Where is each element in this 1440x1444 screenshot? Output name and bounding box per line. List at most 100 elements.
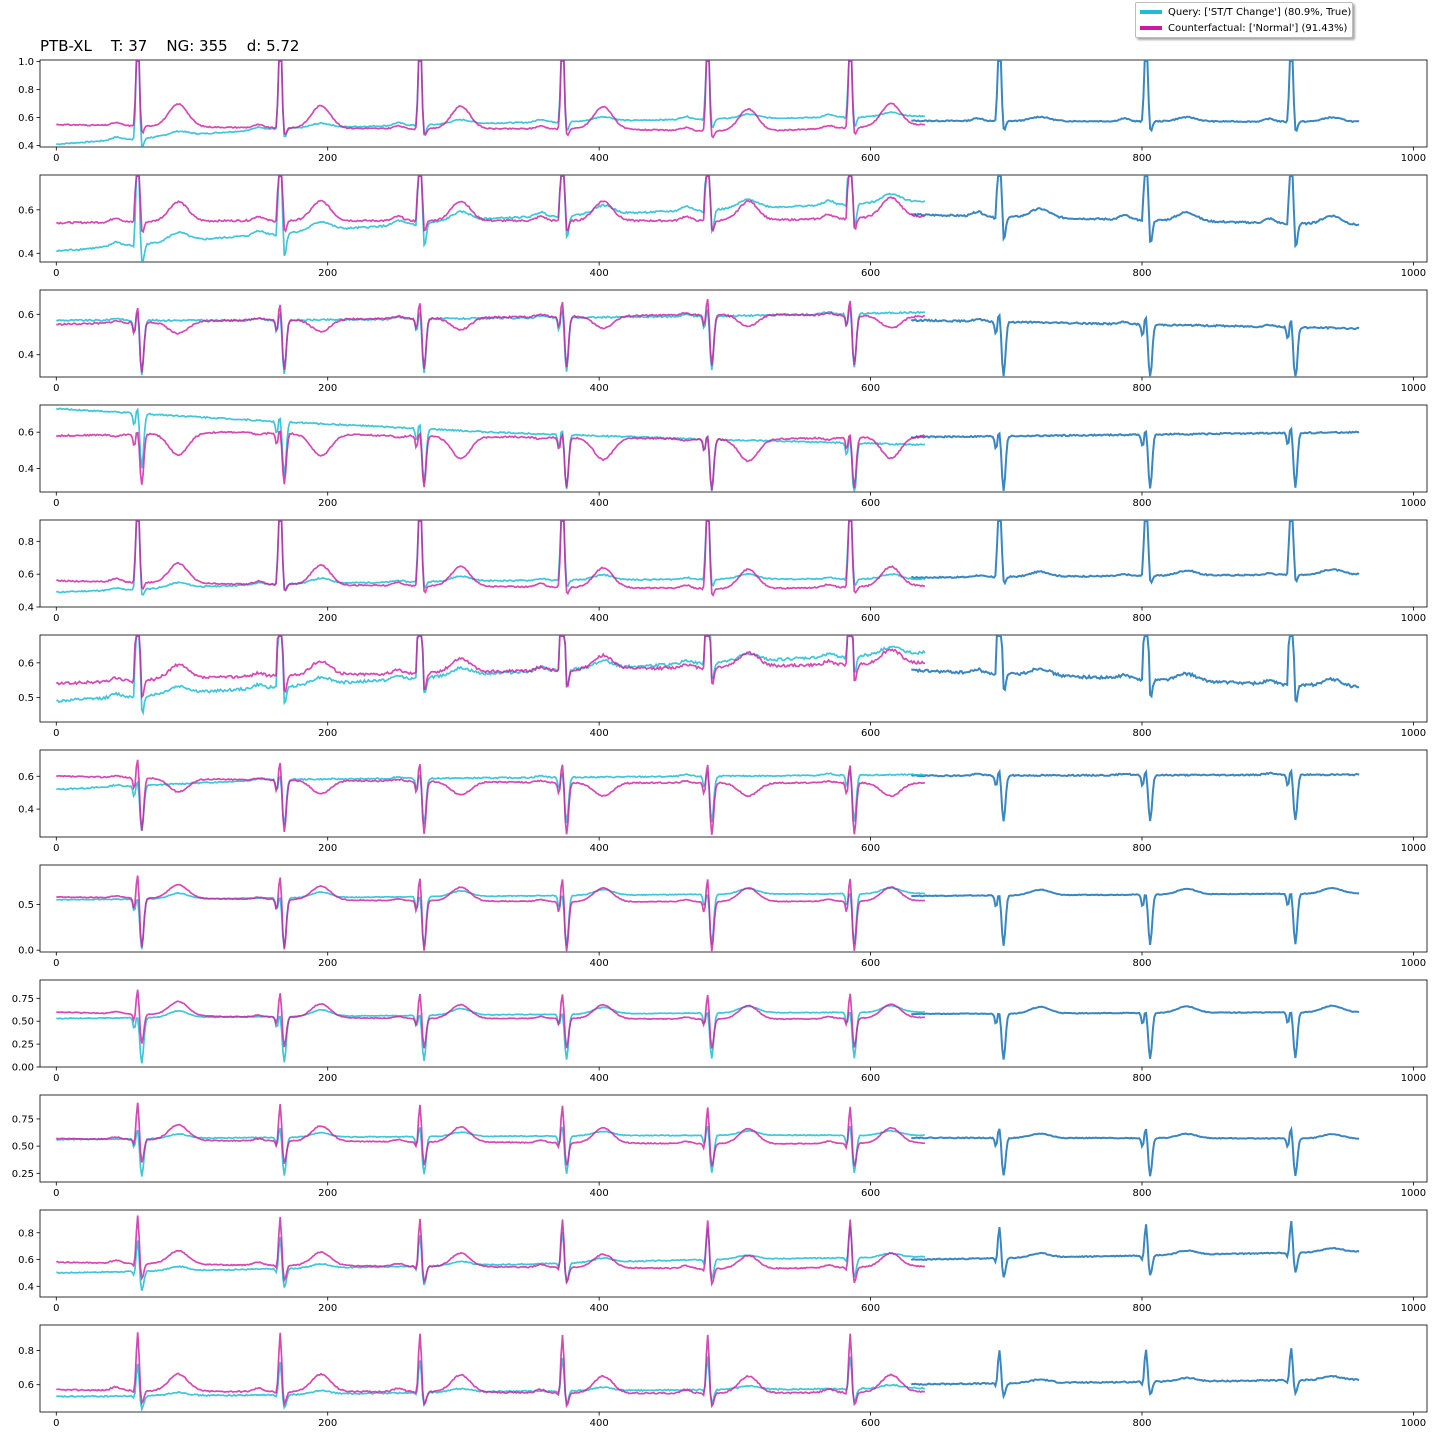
lead-12-shared-tail-line — [910, 1348, 1360, 1400]
x-tick-label: 600 — [861, 268, 880, 279]
lead-7-query-line — [56, 769, 926, 832]
x-tick-label: 800 — [1132, 843, 1151, 854]
y-tick-label: 0.8 — [18, 1346, 34, 1357]
y-tick-label: 0.6 — [18, 113, 34, 124]
y-tick-label: 0.4 — [18, 1282, 34, 1293]
legend-swatch-counterfactual — [1140, 26, 1162, 30]
x-tick-label: 600 — [861, 958, 880, 969]
lead-3-axes-frame — [39, 289, 1428, 378]
x-tick-label: 200 — [318, 728, 337, 739]
x-tick-label: 600 — [861, 728, 880, 739]
y-tick-label: 0.75 — [12, 994, 34, 1005]
x-tick-label: 400 — [590, 383, 609, 394]
x-tick-label: 400 — [590, 613, 609, 624]
x-tick-label: 200 — [318, 613, 337, 624]
x-tick-label: 600 — [861, 1418, 880, 1429]
lead-3-panel: 0 200 400 600 800 1000 0.4 0.6 — [18, 289, 1428, 394]
lead-9-panel: 0 200 400 600 800 1000 0.00 0.25 0.50 0.75 — [12, 979, 1428, 1084]
lead-1-panel: 0 200 400 600 800 1000 0.4 0.6 0.8 1.0 — [18, 57, 1428, 164]
lead-6-counterfactual-line — [55, 635, 926, 699]
x-tick-label: 1000 — [1401, 728, 1426, 739]
y-tick-label: 0.0 — [18, 946, 34, 957]
lead-9-axes-frame — [39, 979, 1428, 1068]
x-tick-label: 400 — [590, 268, 609, 279]
x-tick-label: 0 — [53, 613, 59, 624]
lead-1-axes-frame — [39, 59, 1428, 148]
x-tick-label: 400 — [590, 958, 609, 969]
y-tick-label: 0.5 — [18, 693, 34, 704]
x-tick-label: 1000 — [1401, 1418, 1426, 1429]
lead-10-shared-tail-line — [911, 1125, 1360, 1177]
lead-8-axes-frame — [39, 864, 1428, 953]
y-tick-label: 0.4 — [18, 464, 34, 475]
lead-6-panel: 0 200 400 600 800 1000 0.5 0.6 — [18, 634, 1428, 739]
x-tick-label: 1000 — [1401, 153, 1426, 164]
lead-6-shared-tail-line — [910, 635, 1360, 704]
x-tick-label: 0 — [53, 958, 59, 969]
lead-10-axes-frame — [39, 1094, 1428, 1183]
x-tick-label: 1000 — [1401, 268, 1426, 279]
lead-10-panel: 0 200 400 600 800 1000 0.25 0.50 0.75 — [12, 1094, 1428, 1199]
x-tick-label: 600 — [861, 1303, 880, 1314]
lead-7-shared-tail-line — [910, 768, 1360, 822]
y-tick-label: 0.8 — [18, 85, 34, 96]
x-tick-label: 800 — [1132, 498, 1151, 509]
x-tick-label: 800 — [1132, 1188, 1151, 1199]
x-tick-label: 400 — [590, 1303, 609, 1314]
lead-6-axes-frame — [39, 634, 1428, 723]
x-tick-label: 0 — [53, 268, 59, 279]
lead-5-counterfactual-line — [55, 520, 925, 598]
x-tick-label: 600 — [861, 613, 880, 624]
legend-swatch-query — [1140, 10, 1162, 14]
x-tick-label: 0 — [53, 1188, 59, 1199]
lead-12-axes-frame — [39, 1324, 1428, 1413]
x-tick-label: 400 — [590, 843, 609, 854]
y-tick-label: 0.4 — [18, 350, 34, 361]
lead-4-axes-frame — [39, 404, 1428, 493]
y-tick-label: 0.25 — [12, 1040, 34, 1051]
lead-8-counterfactual-line — [56, 875, 925, 952]
lead-11-counterfactual-line — [56, 1215, 925, 1287]
y-tick-label: 0.6 — [18, 1380, 34, 1391]
y-tick-label: 0.8 — [18, 1228, 34, 1239]
lead-9-shared-tail-line — [911, 1004, 1360, 1060]
x-tick-label: 800 — [1132, 958, 1151, 969]
y-tick-label: 0.00 — [12, 1063, 34, 1074]
x-tick-label: 200 — [318, 153, 337, 164]
y-tick-label: 0.6 — [18, 310, 34, 321]
lead-9-query-line — [56, 1004, 926, 1064]
y-tick-label: 0.6 — [18, 772, 34, 783]
lead-11-axes-frame — [39, 1209, 1428, 1298]
lead-7-counterfactual-line — [56, 759, 925, 835]
x-tick-label: 800 — [1132, 268, 1151, 279]
lead-7-panel: 0 200 400 600 800 1000 0.4 0.6 — [18, 749, 1428, 854]
lead-11-query-line — [56, 1226, 926, 1292]
lead-1-query-line — [56, 60, 926, 147]
x-tick-label: 1000 — [1401, 843, 1426, 854]
x-tick-label: 400 — [590, 728, 609, 739]
y-tick-label: 0.6 — [18, 570, 34, 581]
x-tick-label: 400 — [590, 1188, 609, 1199]
x-tick-label: 1000 — [1401, 498, 1426, 509]
lead-4-panel: 0 200 400 600 800 1000 0.4 0.6 — [18, 404, 1428, 509]
lead-2-shared-tail-line — [910, 175, 1360, 249]
x-tick-label: 0 — [53, 1418, 59, 1429]
x-tick-label: 200 — [318, 958, 337, 969]
lead-2-panel: 0 200 400 600 800 1000 0.4 0.6 — [18, 174, 1428, 279]
x-tick-label: 0 — [53, 153, 59, 164]
lead-4-counterfactual-line — [55, 430, 926, 491]
x-tick-label: 1000 — [1401, 1188, 1426, 1199]
lead-5-axes-frame — [39, 519, 1428, 608]
x-tick-label: 200 — [318, 383, 337, 394]
y-tick-label: 0.50 — [12, 1017, 34, 1028]
lead-1-shared-tail-line — [911, 60, 1360, 133]
x-tick-label: 600 — [861, 383, 880, 394]
x-tick-label: 600 — [861, 843, 880, 854]
x-tick-label: 200 — [318, 268, 337, 279]
x-tick-label: 1000 — [1401, 1303, 1426, 1314]
lead-12-panel: 0 200 400 600 800 1000 0.6 0.8 — [18, 1324, 1428, 1429]
x-tick-label: 800 — [1132, 1073, 1151, 1084]
x-tick-label: 400 — [590, 1418, 609, 1429]
lead-1-counterfactual-line — [56, 60, 925, 139]
